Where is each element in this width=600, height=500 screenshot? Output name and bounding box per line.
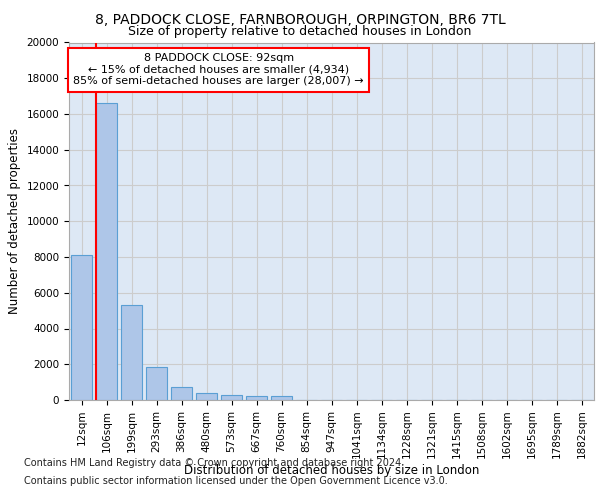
Bar [71, 255, 92, 400]
Text: 8 PADDOCK CLOSE: 92sqm
← 15% of detached houses are smaller (4,934)
85% of semi-: 8 PADDOCK CLOSE: 92sqm ← 15% of detached… [73, 53, 364, 86]
Bar [221, 394, 242, 400]
Bar [271, 396, 292, 400]
Text: 8, PADDOCK CLOSE, FARNBOROUGH, ORPINGTON, BR6 7TL: 8, PADDOCK CLOSE, FARNBOROUGH, ORPINGTON… [95, 12, 505, 26]
Bar [171, 388, 192, 400]
Text: Contains HM Land Registry data © Crown copyright and database right 2024.: Contains HM Land Registry data © Crown c… [24, 458, 404, 468]
X-axis label: Distribution of detached houses by size in London: Distribution of detached houses by size … [184, 464, 479, 477]
Bar [146, 367, 167, 400]
Text: Size of property relative to detached houses in London: Size of property relative to detached ho… [128, 25, 472, 38]
Y-axis label: Number of detached properties: Number of detached properties [8, 128, 21, 314]
Text: Contains public sector information licensed under the Open Government Licence v3: Contains public sector information licen… [24, 476, 448, 486]
Bar [96, 104, 117, 400]
Bar [246, 396, 267, 400]
Bar [196, 393, 217, 400]
Bar [121, 306, 142, 400]
